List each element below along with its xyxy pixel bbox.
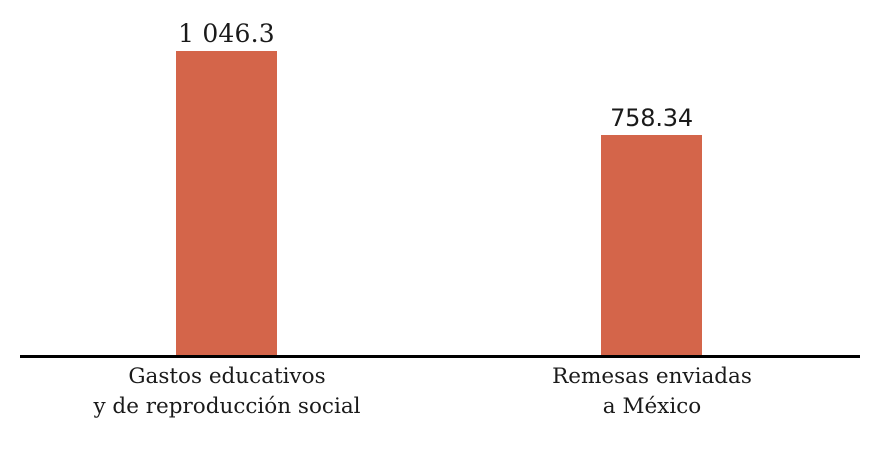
category-label-line: a México — [602, 394, 702, 419]
category-label: Gastos educativos y de reproducción soci… — [26, 362, 428, 422]
bar[interactable] — [176, 51, 277, 356]
category-label-line: y de reproducción social — [93, 394, 361, 419]
category-axis-labels: Gastos educativos y de reproducción soci… — [0, 362, 882, 460]
bar[interactable] — [601, 135, 702, 356]
category-label-line: Remesas enviadas — [552, 364, 752, 389]
category-label-line: Gastos educativos — [128, 364, 326, 389]
bar-value-label: 1 046.3 — [178, 19, 275, 48]
plot-area: 1 046.3 758.34 — [176, 19, 702, 356]
category-axis-line — [20, 355, 860, 358]
category-label: Remesas enviadas a México — [466, 362, 838, 422]
bar-value-label: 758.34 — [610, 104, 693, 132]
